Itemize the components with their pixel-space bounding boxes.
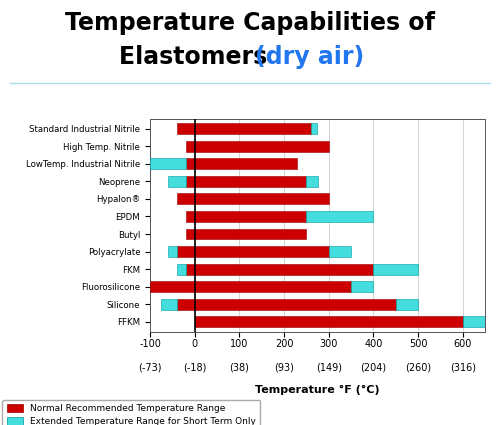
Bar — [374, 264, 418, 275]
Bar — [186, 211, 306, 222]
Bar — [150, 281, 351, 292]
Legend: Normal Recommended Temperature Range, Extended Temperature Range for Short Term : Normal Recommended Temperature Range, Ex… — [2, 400, 260, 425]
Bar — [168, 176, 186, 187]
Text: (-18): (-18) — [183, 362, 206, 372]
Text: (93): (93) — [274, 362, 294, 372]
Bar — [462, 316, 485, 327]
Bar — [150, 159, 186, 169]
Text: (38): (38) — [230, 362, 250, 372]
Bar — [177, 193, 328, 204]
Bar — [396, 299, 418, 310]
Bar — [306, 211, 374, 222]
Text: Elastomers: Elastomers — [120, 45, 276, 68]
Bar — [328, 246, 351, 257]
Text: (-73): (-73) — [138, 362, 162, 372]
Text: Temperature Capabilities of: Temperature Capabilities of — [65, 11, 435, 34]
Bar — [177, 299, 396, 310]
Bar — [168, 246, 177, 257]
Bar — [194, 316, 462, 327]
Text: (204): (204) — [360, 362, 386, 372]
Text: (260): (260) — [405, 362, 431, 372]
Bar — [186, 264, 374, 275]
Bar — [186, 159, 298, 169]
Bar — [177, 123, 311, 134]
Bar — [306, 176, 318, 187]
Text: (149): (149) — [316, 362, 342, 372]
Bar — [186, 176, 306, 187]
Bar — [186, 141, 328, 152]
Bar — [177, 246, 328, 257]
X-axis label: Temperature °F (°C): Temperature °F (°C) — [255, 385, 380, 395]
Bar — [311, 123, 318, 134]
Text: (dry air): (dry air) — [256, 45, 364, 68]
Bar — [161, 299, 177, 310]
Bar — [351, 281, 374, 292]
Bar — [177, 264, 186, 275]
Text: (316): (316) — [450, 362, 475, 372]
Bar — [186, 229, 306, 239]
